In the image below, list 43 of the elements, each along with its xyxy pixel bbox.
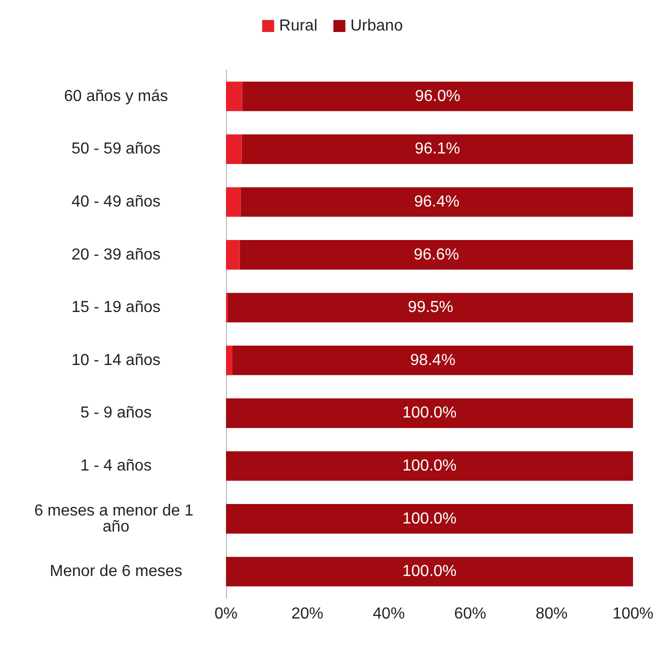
y-tick-label: 60 años y más [64, 88, 168, 105]
data-label: 99.5% [408, 299, 454, 316]
data-label: 100.0% [402, 458, 457, 474]
bar [240, 240, 633, 270]
bar [242, 82, 633, 112]
y-tick-label: 6 meses a menor de 1 año [34, 502, 198, 536]
bar [226, 134, 242, 164]
data-label: 100.0% [402, 510, 457, 528]
bar [226, 398, 633, 428]
data-label: 96.6% [414, 246, 460, 264]
data-label: 98.4% [410, 352, 456, 369]
y-tick-label: 50 - 59 años [72, 140, 160, 158]
y-tick-label: 15 - 19 años [72, 299, 160, 316]
y-tick-label: 5 - 9 años [80, 404, 152, 422]
data-label: 96.0% [414, 88, 460, 105]
bar [226, 240, 240, 270]
data-label: 100.0% [402, 563, 457, 580]
bar [232, 346, 633, 376]
bar [226, 82, 242, 112]
x-tick-label: 20% [291, 606, 324, 622]
bar [226, 504, 633, 534]
x-tick-label: 60% [454, 606, 486, 622]
data-label: 100.0% [402, 404, 457, 422]
legend-label: Rural [279, 18, 318, 34]
data-label: 96.4% [414, 194, 460, 210]
bar [226, 346, 233, 376]
bar [228, 292, 633, 322]
bar [242, 134, 633, 164]
y-tick-label: 10 - 14 años [72, 352, 160, 369]
x-tick-label: 100% [612, 606, 654, 622]
bar [226, 187, 241, 217]
y-tick-label: 40 - 49 años [72, 194, 160, 210]
y-tick-label: Menor de 6 meses [50, 563, 182, 580]
bar [226, 451, 633, 481]
legend-label: Urbano [350, 18, 403, 34]
data-label: 96.1% [414, 140, 460, 158]
x-tick-label: 0% [214, 606, 238, 622]
y-tick-label: 20 - 39 años [72, 246, 160, 264]
y-tick-label: 1 - 4 años [80, 458, 152, 474]
bar [226, 556, 633, 586]
bar [240, 187, 633, 217]
x-tick-label: 80% [536, 606, 568, 622]
x-tick-label: 40% [372, 606, 405, 622]
